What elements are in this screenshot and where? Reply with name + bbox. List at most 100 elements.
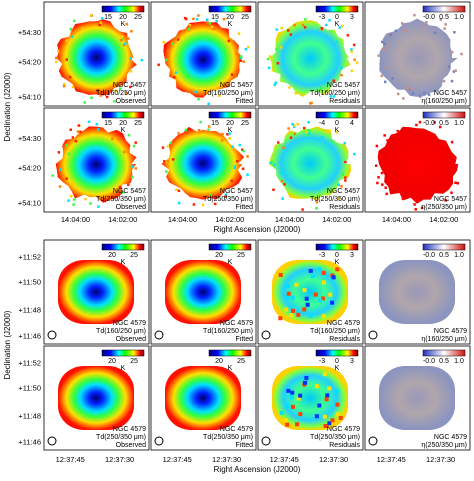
map-pixel [163,160,166,163]
map-pixel [391,77,394,80]
map-pixel [392,186,395,189]
map-pixel [89,202,92,205]
map-pixel [131,175,134,179]
map-pixel [194,90,197,94]
panel-label: NGC 4579 [434,434,467,441]
map-pixel [120,35,124,38]
x-tick-label: 12:37:45 [56,455,85,464]
colorbar-tick-label: 25 [134,14,142,21]
map-pixel [303,26,307,29]
map-pixel [246,173,249,176]
map-pixel [319,86,323,90]
map-pixel [453,157,456,160]
x-tick-label: 14:04:00 [168,215,197,224]
y-tick-label: +11:48 [18,306,41,315]
map-pixel [296,396,301,401]
map-pixel [79,130,82,134]
map-pixel [410,87,413,91]
map-pixel [239,55,243,58]
panel-label: Td(160/250 μm) [96,90,146,97]
colorbar [101,349,145,357]
map-pixel [355,61,359,64]
map-pixel [130,29,133,33]
panel-label: NGC 5457 [434,196,467,203]
map-pixel [381,183,384,186]
map-pixel [320,27,324,30]
map-pixel [328,292,333,297]
map-pixel [317,403,322,408]
map-pixel [411,92,415,95]
map-pixel [335,402,340,407]
map-pixel [71,136,75,139]
map-pixel [96,89,99,92]
map-pixel [188,23,192,27]
map-pixel [404,30,407,33]
panel-label: η(250/350 μm) [421,442,467,449]
colorbar-tick-label: 25 [237,252,245,259]
map-pixel [224,195,227,198]
map-pixel [304,296,309,301]
map-pixel [230,179,234,183]
y-axis-title: Declination (J2000) [3,310,12,379]
map-pixel [381,48,384,51]
map-pixel [226,133,229,136]
map-pixel [72,183,76,186]
map-pixel [228,137,232,140]
map-pixel [285,295,290,300]
map-pixel [68,75,72,79]
map-pixel [446,186,450,189]
panel-label: Td(250/350 μm) [96,434,146,441]
colorbar-tick-label: 25 [237,358,245,365]
map-pixel [65,58,68,61]
map-pixel [383,80,387,84]
map-pixel [209,193,213,197]
map-pixel [224,193,228,196]
map-pixel [242,60,246,63]
map-pixel [350,50,353,53]
map-pixel [332,79,335,83]
colorbar [101,5,145,13]
map-pixel [274,81,277,85]
map-pixel [301,208,304,211]
map-image [55,126,137,203]
map-pixel [105,95,109,99]
map-pixel [218,94,221,97]
map-pixel [246,155,249,158]
map-pixel [460,52,463,56]
panel-label: NGC 4579 [327,426,360,433]
colorbar-unit: K [121,21,126,28]
colorbar-tick-label: -0.0 [423,120,435,127]
panel-label: NGC 4579 [327,320,360,327]
x-tick-label: 12:37:45 [163,455,192,464]
map-pixel [279,46,283,49]
map-pixel [400,22,404,25]
colorbar-tick-label: 1.0 [454,358,464,365]
colorbar-tick-label: 25 [130,252,138,259]
map-pixel [380,74,383,78]
map-pixel [321,270,326,275]
map-pixel [176,38,180,41]
panel-label: NGC 4579 [220,320,253,327]
map-pixel [289,136,293,139]
colorbar-tick-label: 3 [350,14,354,21]
x-tick-label: 12:37:30 [319,455,348,464]
panel-label: Td(160/250 μm) [310,90,360,97]
map-pixel [64,160,67,164]
map-pixel [276,141,280,144]
colorbar-unit: K [228,365,233,372]
map-pixel [276,62,280,65]
map-pixel [89,14,93,17]
colorbar [315,243,359,251]
colorbar [315,111,359,119]
colorbar-tick-label: 15 [211,120,219,127]
map-pixel [450,191,453,194]
map-pixel [207,128,210,131]
map-pixel [119,38,123,42]
colorbar-tick-label: 0.5 [439,358,449,365]
map-pixel [320,296,325,301]
map-pixel [70,181,74,184]
